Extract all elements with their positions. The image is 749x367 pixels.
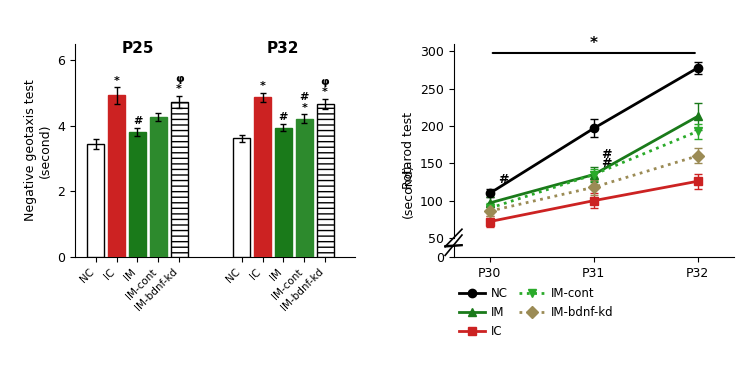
Bar <box>254 97 271 257</box>
Text: *: * <box>260 81 265 91</box>
Y-axis label: Negative geotaxis test
(second): Negative geotaxis test (second) <box>24 80 52 221</box>
Bar <box>87 144 104 257</box>
Text: *: * <box>301 103 307 113</box>
Text: P32: P32 <box>267 40 300 55</box>
Bar <box>275 128 292 257</box>
Text: *: * <box>589 36 598 51</box>
Text: #: # <box>300 92 309 102</box>
Text: #: # <box>279 112 288 122</box>
Text: #: # <box>133 116 142 126</box>
Bar <box>150 117 167 257</box>
Bar <box>317 104 333 257</box>
Bar <box>296 119 313 257</box>
Text: *: * <box>114 76 120 86</box>
Text: φ: φ <box>175 74 184 84</box>
Text: #: # <box>601 148 611 161</box>
Bar <box>108 95 125 257</box>
Text: *: * <box>322 87 328 97</box>
Bar <box>233 138 250 257</box>
Text: *: * <box>176 84 182 94</box>
Text: P25: P25 <box>121 40 154 55</box>
Text: (second): (second) <box>401 164 415 218</box>
Bar <box>171 102 188 257</box>
Legend: NC, IM, IC, IM-cont, IM-bdnf-kd: NC, IM, IC, IM-cont, IM-bdnf-kd <box>454 282 619 342</box>
Text: #: # <box>601 157 611 170</box>
Text: φ: φ <box>321 77 330 87</box>
Text: Rotarod test: Rotarod test <box>401 112 415 189</box>
Bar <box>129 132 146 257</box>
Text: #: # <box>498 173 509 186</box>
